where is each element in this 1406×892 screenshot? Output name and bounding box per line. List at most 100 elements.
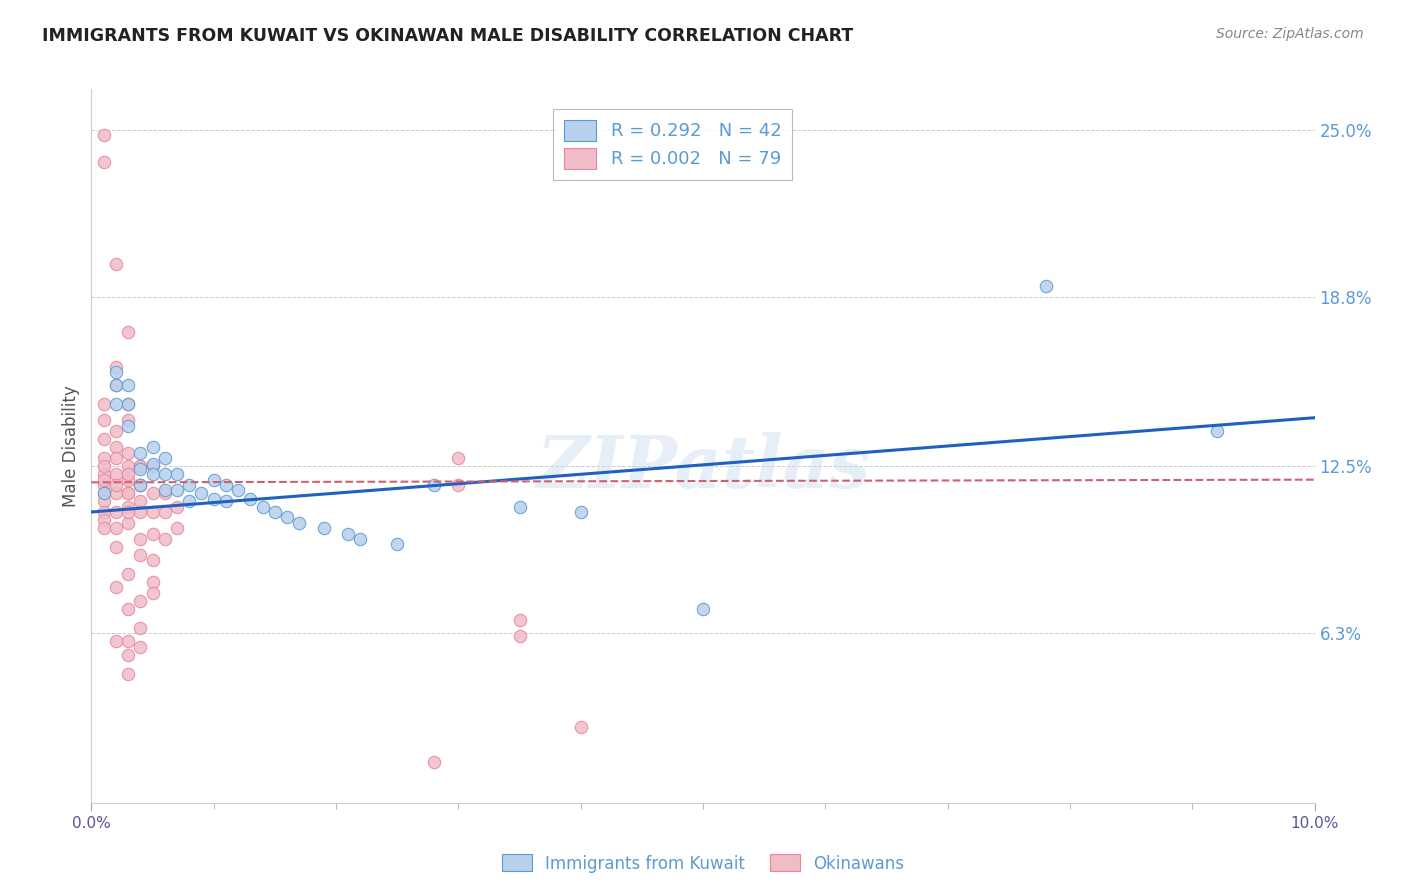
- Point: [202, 473, 225, 487]
- Text: IMMIGRANTS FROM KUWAIT VS OKINAWAN MALE DISABILITY CORRELATION CHART: IMMIGRANTS FROM KUWAIT VS OKINAWAN MALE …: [42, 27, 853, 45]
- Point: [93, 155, 115, 169]
- Point: [117, 648, 139, 662]
- Point: [93, 486, 115, 500]
- Point: [93, 128, 115, 142]
- Point: [447, 478, 470, 492]
- Point: [104, 580, 127, 594]
- Point: [129, 532, 152, 546]
- Point: [104, 540, 127, 554]
- Point: [104, 467, 127, 482]
- Point: [104, 359, 127, 374]
- Point: [509, 613, 531, 627]
- Legend: R = 0.292   N = 42, R = 0.002   N = 79: R = 0.292 N = 42, R = 0.002 N = 79: [553, 109, 792, 179]
- Point: [117, 486, 139, 500]
- Point: [117, 418, 139, 433]
- Text: Source: ZipAtlas.com: Source: ZipAtlas.com: [1216, 27, 1364, 41]
- Point: [509, 500, 531, 514]
- Point: [141, 486, 163, 500]
- Point: [153, 467, 176, 482]
- Point: [117, 500, 139, 514]
- Point: [104, 634, 127, 648]
- Point: [129, 446, 152, 460]
- Point: [117, 666, 139, 681]
- Point: [153, 486, 176, 500]
- Point: [153, 483, 176, 498]
- Point: [141, 526, 163, 541]
- Point: [166, 500, 188, 514]
- Point: [215, 478, 238, 492]
- Point: [93, 451, 115, 466]
- Point: [117, 413, 139, 427]
- Point: [252, 500, 274, 514]
- Point: [117, 397, 139, 411]
- Point: [129, 594, 152, 608]
- Point: [104, 424, 127, 438]
- Point: [692, 602, 714, 616]
- Point: [264, 505, 287, 519]
- Point: [117, 473, 139, 487]
- Point: [117, 325, 139, 339]
- Point: [93, 459, 115, 474]
- Point: [141, 467, 163, 482]
- Point: [93, 521, 115, 535]
- Point: [93, 494, 115, 508]
- Point: [129, 505, 152, 519]
- Point: [129, 478, 152, 492]
- Point: [1035, 278, 1057, 293]
- Point: [385, 537, 409, 551]
- Point: [129, 459, 152, 474]
- Point: [117, 516, 139, 530]
- Point: [93, 478, 115, 492]
- Point: [509, 629, 531, 643]
- Point: [447, 451, 470, 466]
- Point: [117, 505, 139, 519]
- Point: [1205, 424, 1227, 438]
- Point: [93, 397, 115, 411]
- Point: [226, 483, 249, 498]
- Point: [117, 566, 139, 581]
- Point: [423, 478, 446, 492]
- Point: [569, 505, 592, 519]
- Point: [93, 505, 115, 519]
- Point: [104, 378, 127, 392]
- Text: ZIPatlas: ZIPatlas: [536, 432, 870, 503]
- Legend: Immigrants from Kuwait, Okinawans: Immigrants from Kuwait, Okinawans: [495, 847, 911, 880]
- Point: [104, 257, 127, 271]
- Point: [215, 494, 238, 508]
- Point: [288, 516, 311, 530]
- Point: [117, 446, 139, 460]
- Point: [202, 491, 225, 506]
- Point: [141, 459, 163, 474]
- Point: [569, 720, 592, 734]
- Point: [141, 553, 163, 567]
- Point: [117, 397, 139, 411]
- Point: [179, 494, 201, 508]
- Point: [117, 378, 139, 392]
- Point: [117, 634, 139, 648]
- Point: [93, 513, 115, 527]
- Point: [153, 532, 176, 546]
- Point: [117, 602, 139, 616]
- Point: [141, 441, 163, 455]
- Point: [179, 478, 201, 492]
- Y-axis label: Male Disability: Male Disability: [62, 385, 80, 507]
- Point: [129, 478, 152, 492]
- Point: [129, 621, 152, 635]
- Point: [129, 462, 152, 476]
- Point: [104, 478, 127, 492]
- Point: [337, 526, 360, 541]
- Point: [239, 491, 262, 506]
- Point: [166, 521, 188, 535]
- Point: [93, 467, 115, 482]
- Point: [117, 486, 139, 500]
- Point: [104, 365, 127, 379]
- Point: [93, 486, 115, 500]
- Point: [141, 457, 163, 471]
- Point: [117, 467, 139, 482]
- Point: [104, 486, 127, 500]
- Point: [93, 432, 115, 446]
- Point: [129, 494, 152, 508]
- Point: [166, 467, 188, 482]
- Point: [423, 756, 446, 770]
- Point: [104, 505, 127, 519]
